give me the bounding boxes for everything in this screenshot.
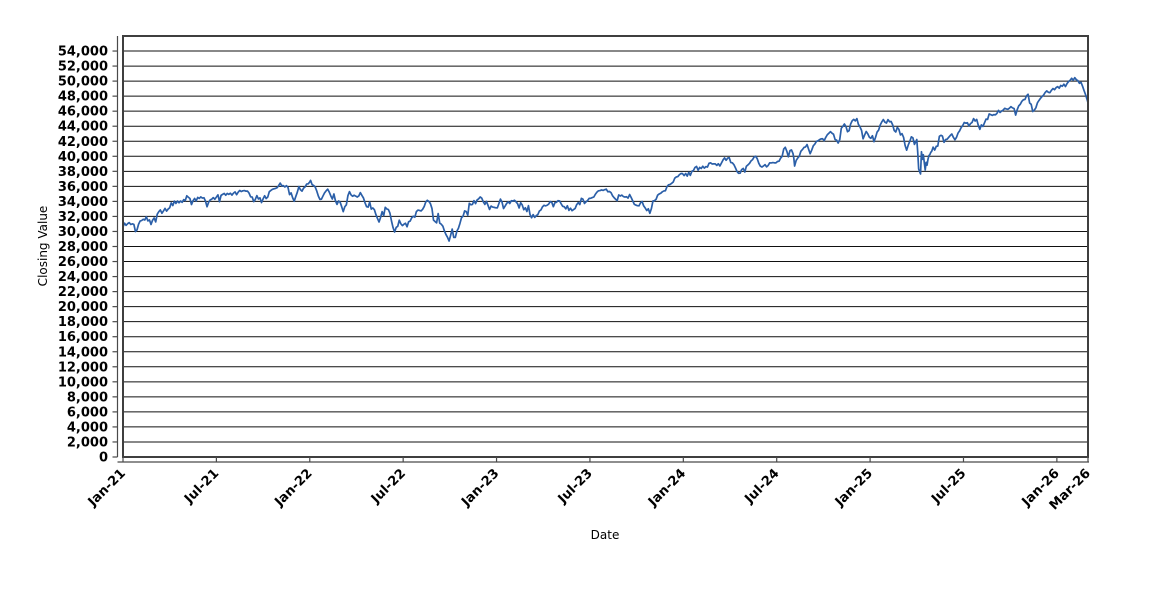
- x-tick-label: Jul-25: [928, 466, 969, 507]
- y-axis-title: Closing Value: [36, 206, 50, 287]
- y-tick-label: 24,000: [58, 270, 108, 285]
- x-tick-label: Jul-24: [741, 466, 782, 507]
- y-tick-label: 2,000: [67, 435, 108, 450]
- y-tick-label: 32,000: [58, 210, 108, 225]
- y-tick-label: 40,000: [58, 150, 108, 165]
- gridlines: [123, 50, 1088, 443]
- y-tick-label: 46,000: [58, 105, 108, 120]
- y-tick-label: 34,000: [58, 195, 108, 210]
- y-tick-label: 6,000: [67, 405, 108, 420]
- y-tick-label: 28,000: [58, 240, 108, 255]
- x-tick-label: Jan-25: [832, 466, 876, 510]
- y-tick-label: 20,000: [58, 300, 108, 315]
- plot-frame: [122, 35, 1089, 458]
- x-tick-label: Jul-21: [181, 466, 222, 507]
- y-axis: 02,0004,0006,0008,00010,00012,00014,0001…: [58, 36, 119, 466]
- x-tick-label: Jan-21: [85, 466, 129, 510]
- x-axis-title: Date: [591, 528, 620, 542]
- x-tick-label: Jan-23: [458, 466, 502, 510]
- y-tick-label: 14,000: [58, 345, 108, 360]
- y-tick-label: 42,000: [58, 135, 108, 150]
- y-tick-label: 12,000: [58, 360, 108, 375]
- y-tick-label: 10,000: [58, 375, 108, 390]
- x-tick-label: Jan-24: [645, 466, 689, 510]
- y-tick-label: 54,000: [58, 45, 108, 60]
- y-tick-label: 30,000: [58, 225, 108, 240]
- y-tick-label: 4,000: [67, 420, 108, 435]
- series-lines: [122, 76, 1089, 242]
- y-tick-label: 38,000: [58, 165, 108, 180]
- y-tick-label: 48,000: [58, 90, 108, 105]
- x-axis: Jan-21 Jul-21 Jan-22 Jul-22 Jan-23 Jul-23 Jan-…: [85, 457, 1094, 513]
- y-tick-label: 44,000: [58, 120, 108, 135]
- y-tick-label: 16,000: [58, 330, 108, 345]
- x-tick-label: Jul-22: [368, 466, 409, 507]
- y-tick-label: 52,000: [58, 60, 108, 75]
- x-tick-label: Jul-23: [555, 466, 596, 507]
- series-line: [122, 76, 1089, 242]
- y-tick-label: 18,000: [58, 315, 108, 330]
- x-tick-label: Jan-22: [272, 466, 316, 510]
- y-tick-label: 8,000: [67, 390, 108, 405]
- y-tick-label: 22,000: [58, 285, 108, 300]
- y-tick-label: 26,000: [58, 255, 108, 270]
- y-tick-label: 0: [99, 451, 108, 466]
- y-tick-label: 36,000: [58, 180, 108, 195]
- y-tick-label: 50,000: [58, 75, 108, 90]
